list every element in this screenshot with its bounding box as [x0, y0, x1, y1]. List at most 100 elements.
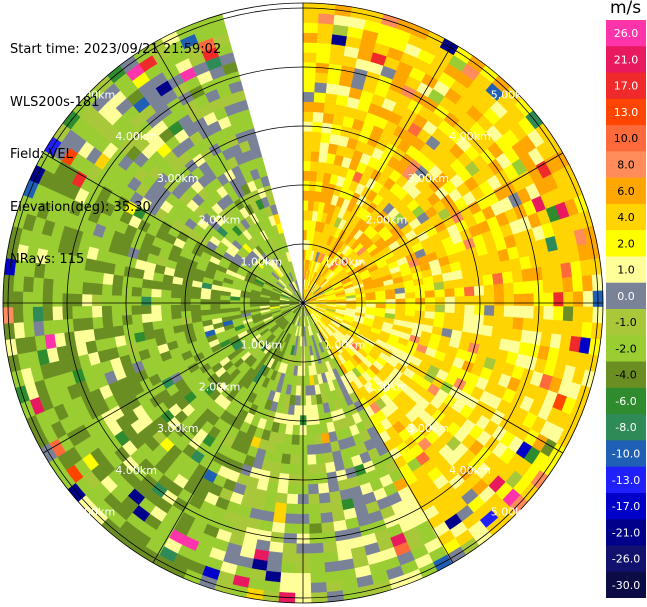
range-label: 1.00km — [240, 339, 282, 352]
velocity-gate — [71, 305, 83, 319]
colorbar-label: -17.0 — [612, 500, 640, 513]
velocity-gate — [302, 101, 315, 113]
velocity-gate — [444, 304, 456, 314]
velocity-gate — [302, 140, 313, 152]
velocity-gate — [22, 291, 34, 308]
velocity-gate — [323, 102, 337, 115]
velocity-gate — [552, 306, 564, 321]
velocity-gate — [571, 321, 583, 338]
velocity-gate — [304, 355, 309, 367]
velocity-gate — [503, 305, 515, 318]
velocity-gate — [12, 306, 24, 324]
velocity-gate — [415, 304, 426, 312]
velocity-gate — [161, 318, 174, 329]
velocity-gate — [32, 306, 44, 322]
velocity-gate — [200, 304, 211, 311]
colorbar-label: -26.0 — [612, 553, 640, 566]
colorbar-label: -1.0 — [615, 316, 636, 329]
velocity-gate — [282, 443, 292, 455]
plot-metadata: Start time: 2023/09/21 21:59:02 WLS200s-… — [10, 6, 221, 286]
colorbar-label: -6.0 — [615, 395, 636, 408]
velocity-gate — [73, 329, 86, 345]
velocity-gate — [279, 463, 290, 475]
velocity-gate — [434, 304, 446, 313]
velocity-gate — [483, 315, 495, 327]
velocity-gate — [302, 81, 316, 93]
velocity-gate — [513, 281, 525, 295]
velocity-gate — [23, 321, 35, 338]
colorbar-label: 17.0 — [614, 80, 639, 93]
velocity-gate — [541, 319, 554, 334]
velocity-gate — [305, 414, 314, 426]
velocity-gate — [513, 293, 525, 307]
velocity-gate — [310, 151, 320, 162]
range-label: 5.00km — [74, 506, 116, 519]
velocity-gate — [313, 101, 326, 113]
velocity-gate — [375, 294, 387, 301]
velocity-gate — [150, 288, 162, 298]
velocity-gate — [72, 317, 84, 332]
velocity-gate — [291, 434, 300, 446]
range-label: 3.00km — [157, 422, 199, 435]
velocity-gate — [552, 277, 564, 293]
velocity-gate — [315, 52, 331, 64]
velocity-gate — [453, 278, 465, 289]
velocity-gate — [264, 570, 282, 583]
colorbar-label: 6.0 — [617, 185, 635, 198]
velocity-gate — [444, 288, 456, 298]
velocity-gate — [293, 405, 301, 416]
velocity-gate — [141, 313, 153, 324]
velocity-gate — [131, 295, 142, 306]
velocity-gate — [316, 42, 332, 55]
velocity-gate — [520, 329, 533, 345]
velocity-gate — [309, 542, 324, 554]
velocity-gate — [286, 493, 298, 505]
velocity-gate — [581, 275, 594, 292]
velocity-gate — [502, 316, 514, 330]
velocity-gate — [160, 296, 172, 306]
velocity-gate — [309, 170, 318, 182]
velocity-gate — [493, 283, 505, 296]
velocity-gate — [310, 582, 327, 594]
velocity-gate — [302, 22, 319, 34]
velocity-gate — [540, 265, 553, 281]
velocity-gate — [322, 541, 338, 554]
velocity-gate — [323, 551, 339, 563]
velocity-gate — [503, 294, 515, 307]
velocity-gate — [112, 325, 125, 338]
velocity-gate — [302, 219, 308, 231]
velocity-gate — [249, 303, 260, 307]
velocity-gate — [570, 260, 583, 278]
velocity-gate — [12, 290, 24, 308]
colorbar-label: -30.0 — [612, 579, 640, 592]
velocity-gate — [93, 327, 106, 341]
velocity-gate — [328, 490, 342, 503]
colorbar-label: 21.0 — [614, 53, 639, 66]
field-text: Field: VEL — [10, 147, 73, 162]
velocity-gate — [200, 309, 212, 316]
velocity-gate — [563, 291, 574, 307]
velocity-gate — [307, 464, 318, 475]
velocity-gate — [283, 523, 298, 535]
colorbar-label: -21.0 — [612, 526, 640, 539]
velocity-gate — [190, 304, 201, 311]
velocity-gate — [454, 296, 466, 306]
velocity-gate — [33, 320, 45, 337]
velocity-gate — [324, 92, 338, 105]
velocity-gate — [325, 580, 343, 593]
velocity-gate — [322, 112, 335, 125]
colorbar-label: 2.0 — [617, 237, 635, 250]
velocity-gate — [302, 42, 318, 53]
velocity-gate — [91, 305, 103, 318]
velocity-gate — [219, 303, 231, 309]
velocity-gate — [287, 483, 299, 495]
velocity-gate — [405, 298, 416, 305]
velocity-gate — [310, 572, 327, 584]
velocity-gate — [464, 295, 475, 306]
velocity-gate — [326, 73, 341, 86]
velocity-gate — [32, 291, 43, 307]
velocity-gate — [324, 461, 336, 474]
velocity-gate — [190, 309, 202, 318]
range-label: 4.00km — [115, 464, 157, 477]
